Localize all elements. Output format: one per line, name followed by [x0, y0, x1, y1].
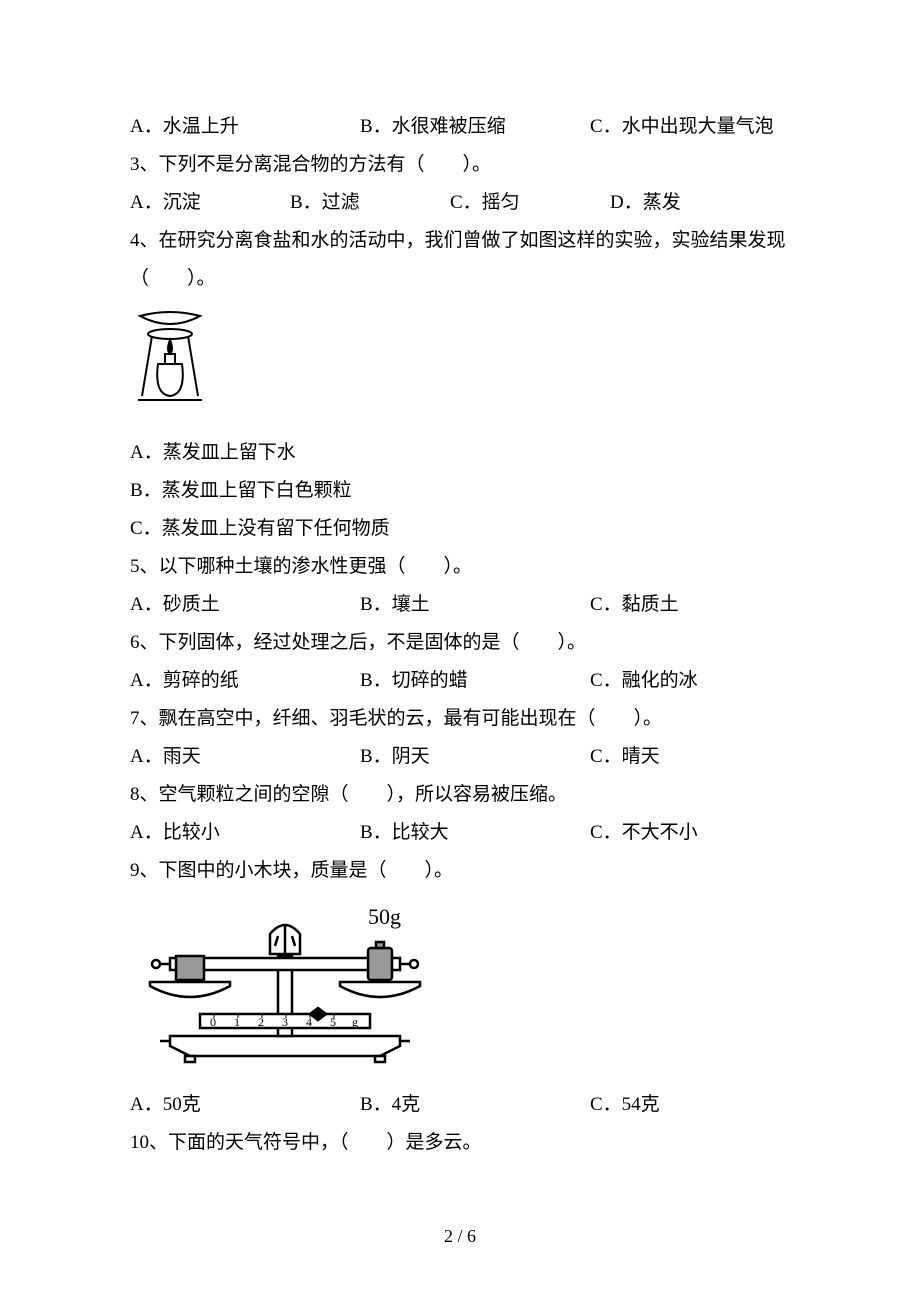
q4-stem-line2: （ ）。 — [130, 260, 790, 298]
q7-option-b: B．阴天 — [360, 738, 590, 776]
q8-option-a: A．比较小 — [130, 814, 360, 852]
svg-text:5: 5 — [330, 1015, 336, 1029]
q9-stem: 9、下图中的小木块，质量是（ ）。 — [130, 852, 790, 890]
q4-option-c: C．蒸发皿上没有留下任何物质 — [130, 510, 790, 548]
q6-stem: 6、下列固体，经过处理之后，不是固体的是（ ）。 — [130, 624, 790, 662]
q9-figure: 50g 0 1 2 3 4 5 g — [130, 896, 790, 1080]
q6-options-row: A．剪碎的纸 B．切碎的蜡 C．融化的冰 — [130, 662, 790, 700]
svg-text:4: 4 — [306, 1015, 312, 1029]
page-number: 2 / 6 — [0, 1218, 920, 1254]
q9-options-row: A．50克 B．4克 C．54克 — [130, 1086, 790, 1124]
q7-stem: 7、飘在高空中，纤细、羽毛状的云，最有可能出现在（ ）。 — [130, 700, 790, 738]
q5-option-c: C．黏质土 — [590, 586, 679, 624]
q9-option-b: B．4克 — [360, 1086, 590, 1124]
q9-option-c: C．54克 — [590, 1086, 660, 1124]
q2-option-b: B．水很难被压缩 — [360, 108, 590, 146]
q8-options-row: A．比较小 B．比较大 C．不大不小 — [130, 814, 790, 852]
q8-stem: 8、空气颗粒之间的空隙（ ），所以容易被压缩。 — [130, 776, 790, 814]
svg-text:2: 2 — [258, 1015, 264, 1029]
q8-option-b: B．比较大 — [360, 814, 590, 852]
q5-stem: 5、以下哪种土壤的渗水性更强（ ）。 — [130, 548, 790, 586]
q3-option-d: D．蒸发 — [610, 184, 681, 222]
q3-option-a: A．沉淀 — [130, 184, 290, 222]
alcohol-lamp-icon — [130, 304, 210, 414]
svg-text:0: 0 — [210, 1015, 216, 1029]
q3-options-row: A．沉淀 B．过滤 C．摇匀 D．蒸发 — [130, 184, 790, 222]
q4-option-a: A．蒸发皿上留下水 — [130, 434, 790, 472]
q7-option-c: C．晴天 — [590, 738, 660, 776]
svg-text:3: 3 — [282, 1015, 288, 1029]
q2-options-row: A．水温上升 B．水很难被压缩 C．水中出现大量气泡 — [130, 108, 790, 146]
q3-option-b: B．过滤 — [290, 184, 450, 222]
balance-scale-icon: 50g 0 1 2 3 4 5 g — [130, 896, 440, 1066]
q9-option-a: A．50克 — [130, 1086, 360, 1124]
q4-stem-line1: 4、在研究分离食盐和水的活动中，我们曾做了如图这样的实验，实验结果发现 — [130, 222, 790, 260]
q5-option-a: A．砂质土 — [130, 586, 360, 624]
q5-option-b: B．壤土 — [360, 586, 590, 624]
q5-options-row: A．砂质土 B．壤土 C．黏质土 — [130, 586, 790, 624]
q2-option-c: C．水中出现大量气泡 — [590, 108, 774, 146]
q4-option-b: B．蒸发皿上留下白色颗粒 — [130, 472, 790, 510]
q7-option-a: A．雨天 — [130, 738, 360, 776]
q6-option-a: A．剪碎的纸 — [130, 662, 360, 700]
weight-label: 50g — [368, 904, 401, 929]
q8-option-c: C．不大不小 — [590, 814, 698, 852]
q4-figure — [130, 304, 790, 428]
q3-option-c: C．摇匀 — [450, 184, 610, 222]
q7-options-row: A．雨天 B．阴天 C．晴天 — [130, 738, 790, 776]
q2-option-a: A．水温上升 — [130, 108, 360, 146]
q10-stem: 10、下面的天气符号中，（ ）是多云。 — [130, 1124, 790, 1162]
page: A．水温上升 B．水很难被压缩 C．水中出现大量气泡 3、下列不是分离混合物的方… — [0, 0, 920, 1302]
svg-text:g: g — [352, 1015, 358, 1029]
q3-stem: 3、下列不是分离混合物的方法有（ ）。 — [130, 146, 790, 184]
q6-option-c: C．融化的冰 — [590, 662, 698, 700]
q6-option-b: B．切碎的蜡 — [360, 662, 590, 700]
svg-text:1: 1 — [234, 1015, 240, 1029]
